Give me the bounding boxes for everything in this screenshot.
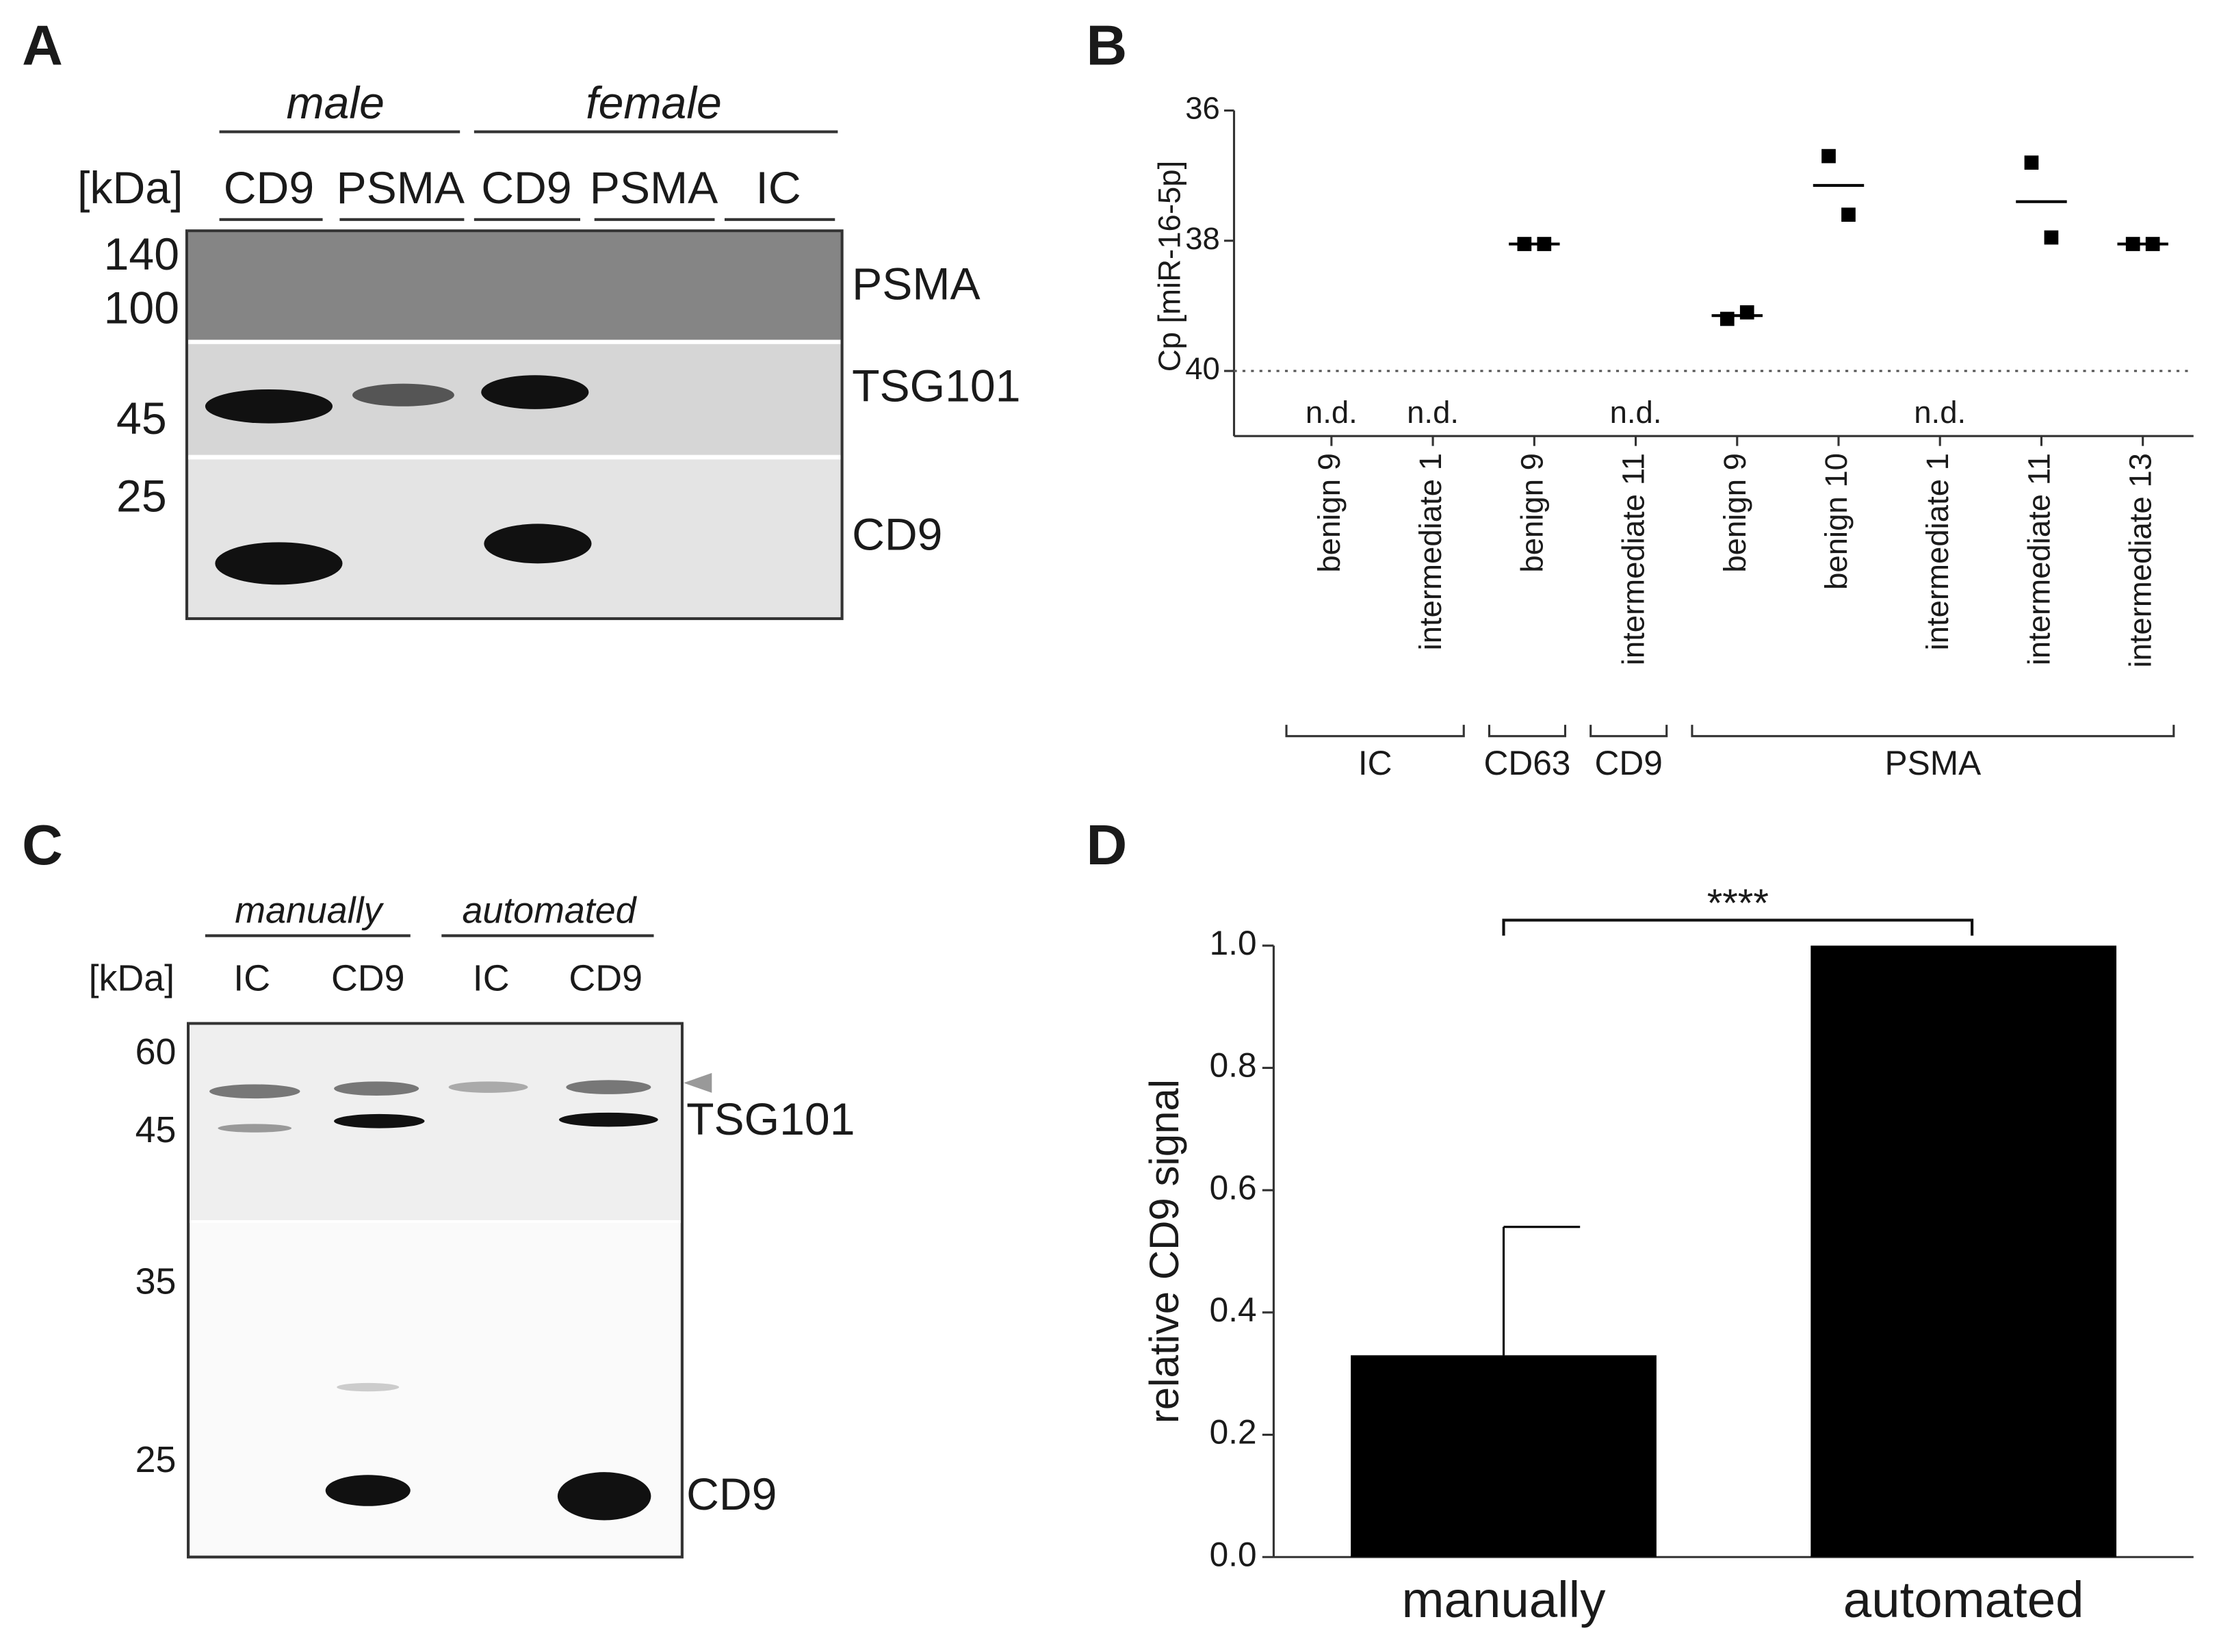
data-point — [1821, 149, 1836, 164]
data-point — [2024, 155, 2039, 170]
x-tick-label: intermediate 13 — [2123, 453, 2158, 668]
x-tick-label: benign 10 — [1819, 453, 1854, 590]
marker-label: 25 — [116, 472, 167, 522]
band — [215, 542, 343, 585]
lane-label: IC — [233, 958, 270, 999]
marker-label: 100 — [104, 283, 179, 334]
blot-c: manually automated [kDa] IC CD9 IC CD9 6… — [89, 890, 855, 1559]
y-tick-label: 0.8 — [1210, 1046, 1257, 1085]
band — [205, 389, 333, 424]
x-tick-label: intermediate 1 — [1920, 453, 1955, 650]
blot-a: male female [kDa] CD9 PSMA CD9 PSMA IC 1… — [77, 78, 1021, 621]
lane-label: PSMA — [337, 163, 465, 214]
x-tick-label: benign 9 — [1717, 453, 1752, 573]
lane-label: IC — [755, 163, 801, 214]
panel-label: A — [22, 13, 63, 77]
y-tick-label: 1.0 — [1210, 924, 1257, 962]
marker-label: 45 — [135, 1109, 177, 1150]
y-tick-label: 0.6 — [1210, 1168, 1257, 1206]
lane-label: IC — [473, 958, 510, 999]
value-label: n.d. — [1914, 395, 1966, 430]
band-label: PSMA — [852, 259, 981, 310]
band — [448, 1081, 528, 1093]
band — [334, 1113, 425, 1128]
unit-label: [kDa] — [89, 958, 175, 999]
group-bracket — [1285, 725, 1465, 738]
lane-label: CD9 — [569, 958, 643, 999]
group-label: PSMA — [1885, 744, 1982, 782]
marker-label: 140 — [104, 229, 179, 280]
charts: Cp [miR-16-5p] 36 38 40 benign 9 n.d. intermed… — [1141, 91, 2194, 1628]
band — [337, 1382, 400, 1392]
arrowhead — [683, 1072, 712, 1093]
marker-label: 60 — [135, 1031, 177, 1072]
marker-label: 45 — [116, 393, 167, 444]
band — [334, 1081, 419, 1096]
group-label: IC — [1358, 744, 1392, 782]
band — [484, 524, 592, 564]
y-tick-label: 0.4 — [1210, 1291, 1257, 1329]
band — [325, 1475, 411, 1506]
x-tick-label: benign 9 — [1312, 453, 1347, 573]
data-point — [2044, 230, 2059, 245]
significance-bracket — [1502, 918, 1974, 936]
group-label: male — [286, 78, 384, 129]
error-bar — [1502, 1226, 1581, 1356]
group-label: female — [586, 78, 722, 129]
band — [218, 1124, 292, 1133]
band — [352, 383, 454, 406]
x-tick-label: intermediate 11 — [2021, 453, 2056, 665]
lane-label: CD9 — [224, 163, 314, 214]
group-label: CD9 — [1595, 744, 1663, 782]
band — [566, 1080, 651, 1094]
lane-label: CD9 — [481, 163, 571, 214]
band-label: TSG101 — [852, 361, 1020, 411]
unit-label: [kDa] — [77, 163, 183, 214]
bar — [1811, 945, 2117, 1558]
lane-label: CD9 — [331, 958, 405, 999]
blot-section — [188, 232, 841, 340]
value-label: n.d. — [1407, 395, 1459, 430]
band — [557, 1472, 651, 1521]
data-point — [1739, 305, 1754, 320]
data-point — [1841, 207, 1856, 222]
group-bracket — [1589, 725, 1668, 738]
y-axis-label: relative CD9 signal — [1141, 1079, 1187, 1423]
value-label: n.d. — [1610, 395, 1662, 430]
marker-label: 35 — [135, 1261, 177, 1302]
band-label: CD9 — [686, 1469, 777, 1520]
group-label: automated — [462, 890, 637, 931]
band — [481, 375, 589, 409]
x-tick-label: intermediate 1 — [1413, 453, 1448, 650]
significance-label: **** — [1707, 881, 1769, 925]
y-tick-label: 36 — [1185, 91, 1220, 126]
group-bracket — [1691, 725, 2175, 738]
data-point — [1720, 311, 1735, 326]
x-tick-label: intermediate 11 — [1616, 453, 1651, 665]
y-tick-label: 40 — [1185, 351, 1220, 386]
panel-label: D — [1086, 813, 1127, 877]
x-tick-label: benign 9 — [1514, 453, 1549, 573]
group-label: CD63 — [1484, 744, 1571, 782]
bar — [1351, 1355, 1657, 1558]
band — [209, 1084, 300, 1099]
group-label: manually — [235, 890, 384, 931]
y-tick-label: 0.0 — [1210, 1535, 1257, 1573]
group-bracket — [1488, 725, 1567, 738]
x-tick-label: automated — [1843, 1571, 2084, 1628]
band — [558, 1112, 658, 1127]
band-label: CD9 — [852, 510, 942, 560]
band-label: TSG101 — [686, 1094, 855, 1145]
panel-label: B — [1086, 13, 1127, 77]
y-axis-label: Cp [miR-16-5p] — [1152, 161, 1187, 372]
value-label: n.d. — [1306, 395, 1358, 430]
panel-label: C — [22, 813, 63, 877]
marker-label: 25 — [135, 1439, 177, 1480]
y-tick-label: 0.2 — [1210, 1413, 1257, 1451]
y-tick-label: 38 — [1185, 221, 1220, 256]
x-tick-label: manually — [1402, 1571, 1607, 1628]
lane-label: PSMA — [590, 163, 718, 214]
